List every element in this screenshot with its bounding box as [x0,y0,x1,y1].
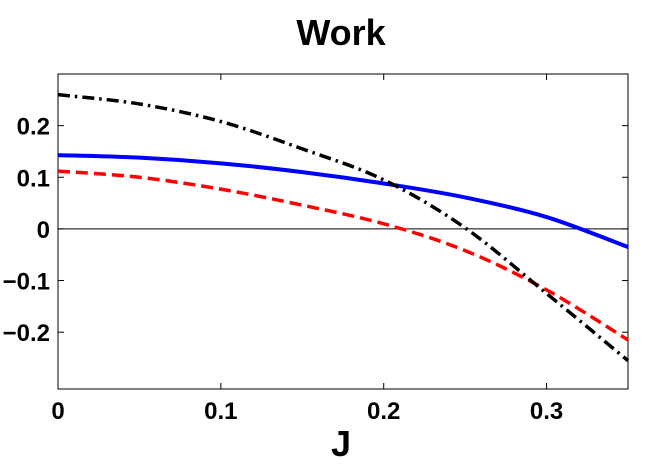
series-lines [57,92,630,362]
x-tick-labels: 0 0.1 0.2 0.3 [51,398,563,425]
series-line-3 [57,92,630,362]
x-tick-label: 0.3 [530,398,563,425]
series-line-2 [57,169,629,342]
y-tick-label: 0.1 [17,165,50,192]
x-tick-label: 0.1 [204,398,237,425]
series-line-1 [57,153,629,249]
y-tick-label: 0.2 [17,114,50,141]
axis-ticks [57,74,628,389]
y-tick-label: −0.1 [3,269,50,296]
y-tick-labels: −0.2 −0.1 0 0.1 0.2 [3,114,50,348]
x-axis-label: J [331,423,351,464]
x-tick-label: 0 [51,398,64,425]
plot-frame [57,73,629,390]
chart-title: Work [296,12,386,53]
x-tick-label: 0.2 [367,398,400,425]
y-tick-label: −0.2 [3,320,50,347]
y-tick-label: 0 [37,217,50,244]
